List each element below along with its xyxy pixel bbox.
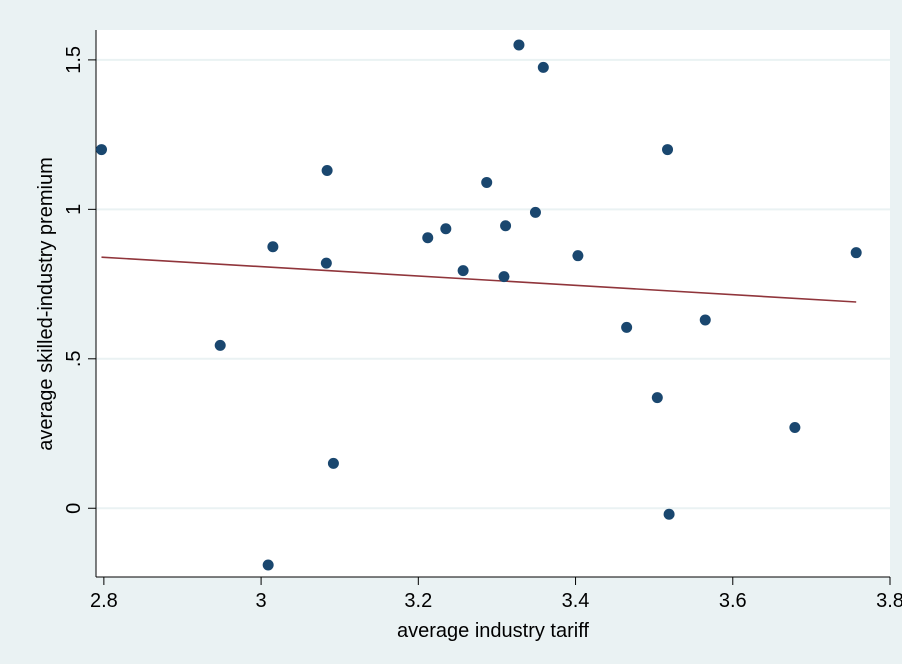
x-axis-ticks: 2.8 3 3.2 3.4 3.6 3.8 xyxy=(90,577,902,612)
x-tick-label-4: 3.6 xyxy=(719,590,747,612)
y-tick-label-1: .5 xyxy=(63,350,85,367)
scatter-point-20 xyxy=(663,508,675,520)
scatter-point-6 xyxy=(327,457,339,469)
x-tick-label-3: 3.4 xyxy=(562,590,590,612)
scatter-point-0 xyxy=(96,144,108,156)
y-axis-title: average skilled-industry premium xyxy=(35,157,57,450)
scatter-point-2 xyxy=(262,559,274,571)
scatter-point-21 xyxy=(699,314,711,326)
x-tick-label-0: 2.8 xyxy=(90,590,118,612)
scatter-point-3 xyxy=(267,241,279,253)
scatter-point-16 xyxy=(572,250,584,262)
scatter-point-15 xyxy=(537,61,549,73)
scatter-point-8 xyxy=(440,223,452,235)
y-tick-label-3: 1.5 xyxy=(63,46,85,74)
y-tick-label-2: 1 xyxy=(63,204,85,215)
y-tick-label-0: 0 xyxy=(63,503,85,514)
scatter-point-22 xyxy=(789,422,801,434)
x-axis-title: average industry tariff xyxy=(397,620,589,642)
y-axis-ticks: 0 .5 1 1.5 xyxy=(63,46,96,514)
scatter-point-9 xyxy=(457,265,469,277)
scatter-point-7 xyxy=(422,232,434,244)
scatter-point-4 xyxy=(320,257,332,269)
fit-line xyxy=(101,256,857,303)
scatter-point-23 xyxy=(850,247,862,259)
scatter-point-11 xyxy=(498,271,510,283)
scatter-point-5 xyxy=(321,164,333,176)
x-tick-label-1: 3 xyxy=(256,590,267,612)
scatter-point-12 xyxy=(500,220,512,232)
scatter-point-14 xyxy=(529,206,541,218)
plot-area xyxy=(96,30,890,577)
scatter-point-10 xyxy=(481,176,493,188)
scatter-points xyxy=(96,39,862,571)
x-tick-label-2: 3.2 xyxy=(404,590,432,612)
x-tick-label-5: 3.8 xyxy=(876,590,902,612)
grid-lines xyxy=(96,58,890,510)
scatter-point-13 xyxy=(513,39,525,51)
scatter-point-1 xyxy=(214,339,226,351)
fit-line-group xyxy=(101,256,857,303)
scatter-point-17 xyxy=(621,321,633,333)
scatter-point-19 xyxy=(662,144,674,156)
scatter-point-18 xyxy=(651,392,663,404)
